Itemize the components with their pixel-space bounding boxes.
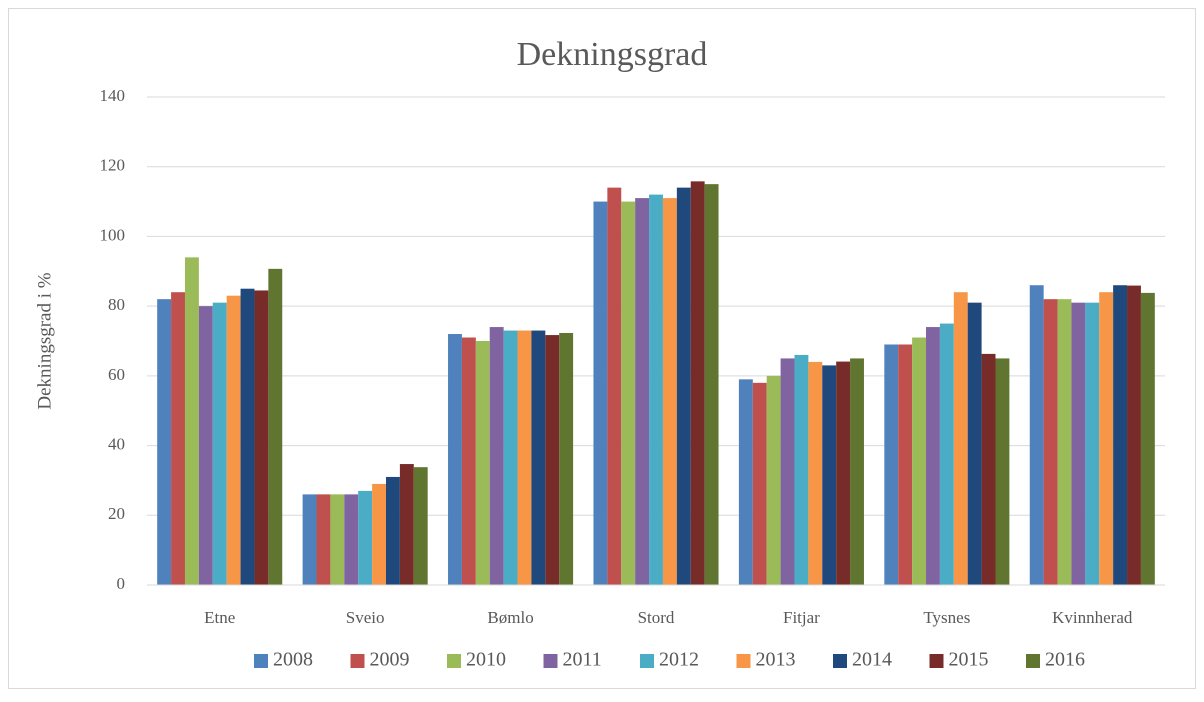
bar <box>912 337 927 585</box>
bar <box>448 334 462 585</box>
bar <box>531 330 546 585</box>
bar <box>766 375 781 585</box>
legend-swatch <box>833 654 847 668</box>
bar <box>649 194 663 585</box>
bar <box>808 361 823 585</box>
y-tick-label: 60 <box>108 365 125 384</box>
bar <box>926 327 940 585</box>
bar <box>184 257 199 585</box>
bar <box>503 330 518 585</box>
bar <box>676 187 691 585</box>
bar <box>794 354 809 585</box>
bar <box>385 476 400 585</box>
legend-label: 2016 <box>1045 649 1085 671</box>
x-tick-label: Kvinnherad <box>1052 608 1133 627</box>
bar <box>399 464 414 585</box>
bar <box>1071 302 1086 585</box>
legend-swatch <box>350 654 365 668</box>
legend-label: 2008 <box>273 649 313 671</box>
legend-swatch <box>1026 654 1040 668</box>
x-tick-label: Fitjar <box>783 608 820 627</box>
bar <box>489 327 504 585</box>
bar <box>344 494 359 585</box>
x-tick-label: Tysnes <box>923 608 970 627</box>
y-axis-label: Dekningsgrad i % <box>34 272 55 409</box>
bar <box>898 344 913 585</box>
bar <box>413 467 428 585</box>
bar <box>302 494 317 585</box>
legend-swatch <box>447 654 461 668</box>
bar <box>1127 285 1141 585</box>
bar <box>939 323 954 585</box>
bar <box>330 494 345 585</box>
legend-swatch <box>640 654 654 668</box>
legend-label: 2010 <box>466 649 506 671</box>
bar <box>461 337 476 585</box>
legend-swatch <box>254 654 268 668</box>
bar <box>738 379 753 585</box>
x-tick-label: Etne <box>204 608 235 627</box>
bar <box>372 483 386 585</box>
bar <box>1099 292 1114 585</box>
y-tick-label: 0 <box>117 574 126 593</box>
bar <box>226 295 241 585</box>
bar <box>1085 302 1100 585</box>
legend-swatch <box>543 654 558 668</box>
y-tick-label: 40 <box>108 434 125 453</box>
bar <box>254 290 269 585</box>
legend-label: 2014 <box>852 649 892 671</box>
bar <box>593 201 608 586</box>
bar <box>1113 285 1128 585</box>
bar <box>995 358 1010 585</box>
y-tick-label: 20 <box>108 504 125 523</box>
bar <box>1029 285 1044 585</box>
y-tick-label: 80 <box>108 295 125 314</box>
bar <box>884 344 899 585</box>
bar <box>953 292 968 585</box>
bar <box>967 302 982 585</box>
bar <box>704 184 719 585</box>
x-tick-label: Stord <box>638 608 675 627</box>
bar <box>268 268 283 585</box>
bar <box>1140 292 1155 585</box>
bar <box>198 306 213 585</box>
bar <box>517 330 532 585</box>
bar <box>157 299 172 585</box>
legend-label: 2009 <box>370 649 410 671</box>
bar <box>662 198 677 586</box>
bar <box>1043 299 1058 585</box>
bar <box>559 332 574 585</box>
legend-label: 2015 <box>949 649 989 671</box>
legend-swatch <box>929 654 944 668</box>
legend-label: 2011 <box>563 649 602 671</box>
bar <box>780 358 795 585</box>
bar <box>475 341 490 585</box>
x-tick-label: Sveio <box>346 608 385 627</box>
y-tick-label: 100 <box>100 225 126 244</box>
bar <box>635 198 650 586</box>
y-tick-label: 140 <box>100 86 126 105</box>
bar <box>836 361 851 585</box>
bar <box>240 288 255 585</box>
bar <box>171 292 185 585</box>
bar <box>690 181 705 585</box>
bar <box>212 302 227 585</box>
bar <box>1057 299 1072 585</box>
bar <box>545 335 560 585</box>
bar <box>822 365 837 585</box>
bar <box>981 353 996 585</box>
bar <box>752 382 767 585</box>
y-tick-label: 120 <box>100 156 126 175</box>
bar <box>850 358 864 585</box>
bar <box>316 494 331 585</box>
bar <box>358 490 373 585</box>
legend-label: 2012 <box>659 649 699 671</box>
bar <box>621 201 636 586</box>
legend-label: 2013 <box>756 649 796 671</box>
legend-swatch <box>736 654 751 668</box>
chart-title: Dekningsgrad <box>517 36 708 73</box>
bar <box>607 187 622 585</box>
x-tick-label: Bømlo <box>487 608 533 627</box>
